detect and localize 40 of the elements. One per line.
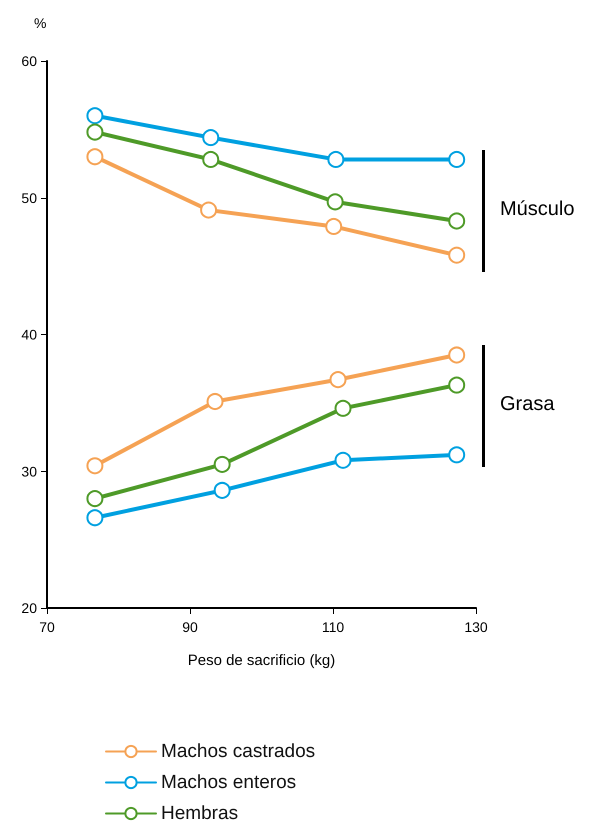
point [334, 452, 352, 469]
legend-label: Machos castrados [161, 741, 316, 762]
text: Grasa [500, 393, 554, 416]
point [448, 346, 466, 364]
legend-label: Hembras [161, 803, 238, 824]
point [448, 246, 466, 264]
point [202, 150, 220, 168]
point [330, 371, 347, 388]
point [86, 124, 104, 141]
y-tick-label: 50 [21, 190, 38, 206]
point [86, 457, 104, 474]
x-tick-label: 110 [322, 619, 344, 635]
point [448, 376, 466, 394]
point [86, 148, 104, 166]
point [202, 129, 220, 146]
y-tick-label: 30 [21, 463, 38, 480]
point [326, 193, 344, 210]
x-tick-label: 70 [39, 619, 55, 635]
point [334, 400, 352, 417]
point [214, 482, 231, 499]
legend-label: Machos enteros [161, 772, 296, 793]
y-tick-label: 60 [21, 53, 38, 69]
x-tick-label: 130 [464, 619, 488, 635]
x-tick-label: 90 [182, 619, 198, 635]
point [327, 150, 344, 168]
point [206, 393, 224, 410]
point [214, 456, 231, 473]
x-axis-title: Peso de sacrificio (kg) [188, 652, 336, 669]
text: Músculo [500, 198, 574, 221]
point [86, 490, 104, 508]
y-tick-label: 20 [21, 600, 38, 616]
y-tick-label: 40 [21, 326, 38, 342]
point [325, 218, 342, 235]
point [200, 202, 218, 219]
point [448, 150, 466, 168]
point [448, 446, 466, 464]
point [86, 509, 104, 526]
y-axis-title: % [34, 15, 46, 31]
point [86, 107, 104, 124]
point [448, 212, 466, 230]
